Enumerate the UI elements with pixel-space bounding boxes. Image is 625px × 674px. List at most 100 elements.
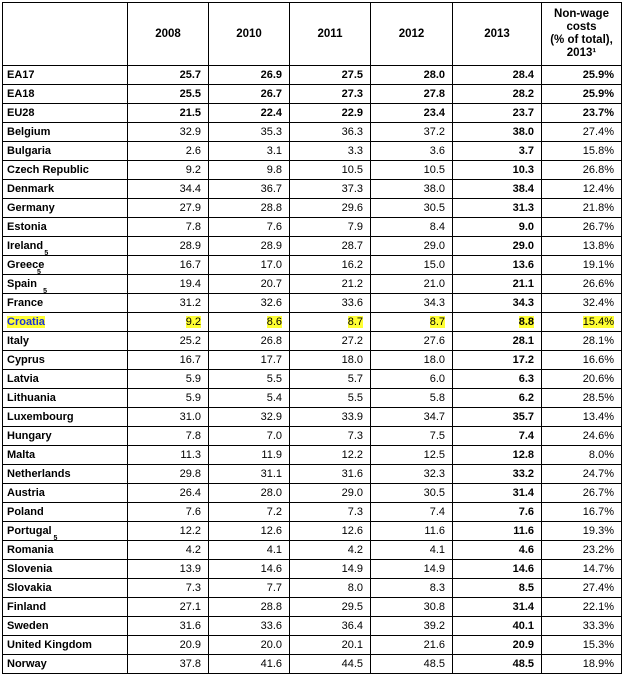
- table-row: Norway 37.8 41.6 44.5 48.5 48.5 18.9%: [2, 654, 622, 674]
- value-text: 19.4: [179, 278, 201, 290]
- value-text: 17.7: [260, 354, 282, 366]
- value-text: 28.8: [260, 601, 282, 613]
- value-cell: 10.3: [452, 160, 542, 180]
- value-text: 28.4: [512, 69, 534, 81]
- value-cell: 4.2: [289, 540, 371, 560]
- value-cell: 5.8: [370, 388, 453, 408]
- value-cell: 21.1: [452, 274, 542, 294]
- value-cell: 7.0: [208, 426, 290, 446]
- value-cell: 8.6: [208, 312, 290, 332]
- table-row: Germany 27.9 28.8 29.6 30.5 31.3 21.8%: [2, 198, 622, 218]
- value-text: 2.6: [185, 145, 201, 157]
- value-text: 13.8%: [582, 240, 614, 252]
- country-label: Luxembourg: [7, 411, 74, 423]
- country-name: EU28: [2, 103, 128, 123]
- value-text: 8.7: [429, 316, 445, 328]
- value-text: 16.7: [179, 354, 201, 366]
- header-2013: 2013: [452, 2, 542, 66]
- value-cell: 40.1: [452, 616, 542, 636]
- value-cell: 3.6: [370, 141, 453, 161]
- value-text: 3.1: [266, 145, 282, 157]
- value-cell: 7.3: [289, 502, 371, 522]
- value-text: 10.5: [423, 164, 445, 176]
- value-cell: 15.8%: [541, 141, 622, 161]
- value-text: 26.7: [260, 88, 282, 100]
- value-text: 20.9: [512, 639, 534, 651]
- value-text: 27.5: [341, 69, 363, 81]
- country-name: Sweden: [2, 616, 128, 636]
- value-cell: 31.4: [452, 597, 542, 617]
- value-cell: 21.0: [370, 274, 453, 294]
- value-cell: 28.5%: [541, 388, 622, 408]
- value-cell: 38.0: [370, 179, 453, 199]
- value-cell: 31.6: [127, 616, 209, 636]
- value-text: 32.9: [179, 126, 201, 138]
- value-cell: 4.1: [208, 540, 290, 560]
- country-label: Cyprus: [7, 354, 45, 366]
- value-text: 29.5: [341, 601, 363, 613]
- value-cell: 26.9: [208, 65, 290, 85]
- value-text: 36.7: [260, 183, 282, 195]
- value-cell: 6.2: [452, 388, 542, 408]
- value-text: 28.7: [341, 240, 363, 252]
- value-cell: 26.6%: [541, 274, 622, 294]
- value-text: 33.6: [341, 297, 363, 309]
- country-name: France 5: [2, 288, 128, 313]
- value-cell: 48.5: [452, 654, 542, 674]
- value-text: 10.3: [512, 164, 534, 176]
- value-text: 12.6: [341, 525, 363, 537]
- value-cell: 28.2: [452, 84, 542, 104]
- value-text: 26.8%: [582, 164, 614, 176]
- country-name: Malta: [2, 445, 128, 465]
- value-cell: 31.2: [127, 293, 209, 313]
- value-text: 15.3%: [582, 639, 614, 651]
- value-text: 23.7: [512, 107, 534, 119]
- value-cell: 10.5: [370, 160, 453, 180]
- value-text: 11.6: [513, 525, 534, 537]
- footnote-marker: 5: [43, 288, 47, 295]
- value-text: 3.7: [518, 145, 534, 157]
- table-row: Sweden 31.6 33.6 36.4 39.2 40.1 33.3%: [2, 616, 622, 636]
- value-cell: 27.1: [127, 597, 209, 617]
- value-cell: 6.0: [370, 369, 453, 389]
- value-text: 25.5: [179, 88, 201, 100]
- value-text: 16.6%: [582, 354, 614, 366]
- table-row: Portugal 12.2 12.6 12.6 11.6 11.6 19.3%: [2, 521, 622, 541]
- value-text: 18.9%: [582, 658, 614, 670]
- country-name: Portugal: [2, 521, 128, 541]
- value-text: 31.4: [512, 601, 534, 613]
- value-cell: 5.9: [127, 369, 209, 389]
- table-row: United Kingdom 20.9 20.0 20.1 21.6 20.9 15.3%: [2, 635, 622, 655]
- value-cell: 16.7%: [541, 502, 622, 522]
- value-text: 36.3: [341, 126, 363, 138]
- value-text: 31.4: [512, 487, 534, 499]
- table-row: Greece5 16.7 17.0 16.2 15.0 13.6 19.1%: [2, 250, 622, 275]
- value-cell: 44.5: [289, 654, 371, 674]
- footnote-marker: 5: [36, 269, 41, 276]
- value-cell: 32.9: [208, 407, 290, 427]
- value-cell: 37.3: [289, 179, 371, 199]
- value-text: 28.0: [260, 487, 282, 499]
- value-cell: 28.4: [452, 65, 542, 85]
- value-cell: 35.3: [208, 122, 290, 142]
- value-cell: 33.6: [208, 616, 290, 636]
- value-text: 9.2: [185, 316, 201, 328]
- country-name: Italy: [2, 331, 128, 351]
- country-name: EA18: [2, 84, 128, 104]
- value-text: 18.0: [423, 354, 445, 366]
- value-text: 17.0: [260, 259, 282, 271]
- value-cell: 5.5: [208, 369, 290, 389]
- value-cell: 28.8: [208, 597, 290, 617]
- value-cell: 27.4%: [541, 122, 622, 142]
- value-text: 28.0: [423, 69, 445, 81]
- value-cell: 23.2%: [541, 540, 622, 560]
- value-text: 8.5: [518, 582, 534, 594]
- value-cell: 29.6: [289, 198, 371, 218]
- value-cell: 35.7: [452, 407, 542, 427]
- value-text: 25.9%: [582, 69, 614, 81]
- header-2008: 2008: [127, 2, 209, 66]
- country-label: Croatia: [7, 316, 45, 328]
- value-cell: 7.6: [208, 217, 290, 237]
- value-cell: 22.1%: [541, 597, 622, 617]
- value-text: 7.0: [266, 430, 282, 442]
